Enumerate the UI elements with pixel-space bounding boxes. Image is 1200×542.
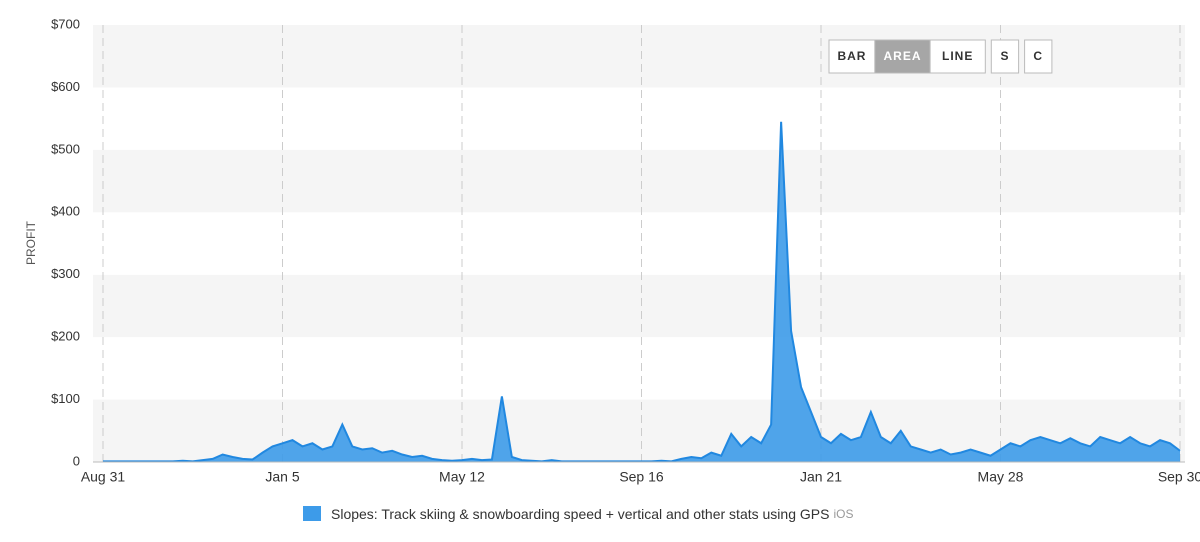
- button-bg[interactable]: [929, 39, 986, 74]
- x-tick-label: Aug 31: [81, 469, 126, 485]
- button-bg[interactable]: [990, 39, 1020, 74]
- x-tick-label: Jan 21: [800, 469, 842, 485]
- y-axis-label: PROFIT: [24, 220, 38, 265]
- x-tick-label: Jan 5: [265, 469, 299, 485]
- x-tick-label: May 12: [439, 469, 485, 485]
- x-tick-label: Sep 16: [619, 469, 664, 485]
- button-label[interactable]: BAR: [837, 49, 866, 63]
- button-bg[interactable]: [1024, 39, 1053, 74]
- y-tick-label: $400: [51, 204, 80, 219]
- button[interactable]: C: [1024, 39, 1053, 74]
- grid-band: [93, 274, 1185, 338]
- grid-band: [93, 149, 1185, 213]
- area-line: [103, 121, 1181, 463]
- button-label[interactable]: LINE: [942, 49, 973, 63]
- button-label[interactable]: S: [1000, 49, 1009, 63]
- grid-band: [93, 212, 1185, 275]
- y-tick-label: $200: [51, 329, 80, 344]
- y-tick-label: $300: [51, 266, 80, 281]
- button[interactable]: AREA: [874, 39, 931, 74]
- y-tick-label: $700: [51, 16, 80, 31]
- button-label[interactable]: AREA: [883, 49, 921, 63]
- y-tick-label: 0: [73, 453, 80, 468]
- legend-label[interactable]: Slopes: Track skiing & snowboarding spee…: [331, 506, 853, 522]
- grid-band: [93, 337, 1185, 400]
- button[interactable]: S: [990, 39, 1020, 74]
- y-tick-label: $100: [51, 391, 80, 406]
- button[interactable]: LINE: [929, 39, 986, 74]
- grid-band: [93, 87, 1185, 150]
- button-label[interactable]: C: [1033, 49, 1043, 63]
- button-bg[interactable]: [828, 39, 876, 74]
- button[interactable]: BAR: [828, 39, 876, 74]
- x-tick-label: May 28: [978, 469, 1024, 485]
- y-tick-label: $500: [51, 141, 80, 156]
- legend-name[interactable]: Slopes: Track skiing & snowboarding spee…: [331, 506, 829, 522]
- x-tick-label: Sep 30: [1158, 469, 1200, 485]
- grid-band: [93, 25, 1185, 88]
- y-tick-label: $600: [51, 79, 80, 94]
- legend-swatch[interactable]: [303, 506, 321, 521]
- legend-platform[interactable]: iOS: [833, 507, 853, 521]
